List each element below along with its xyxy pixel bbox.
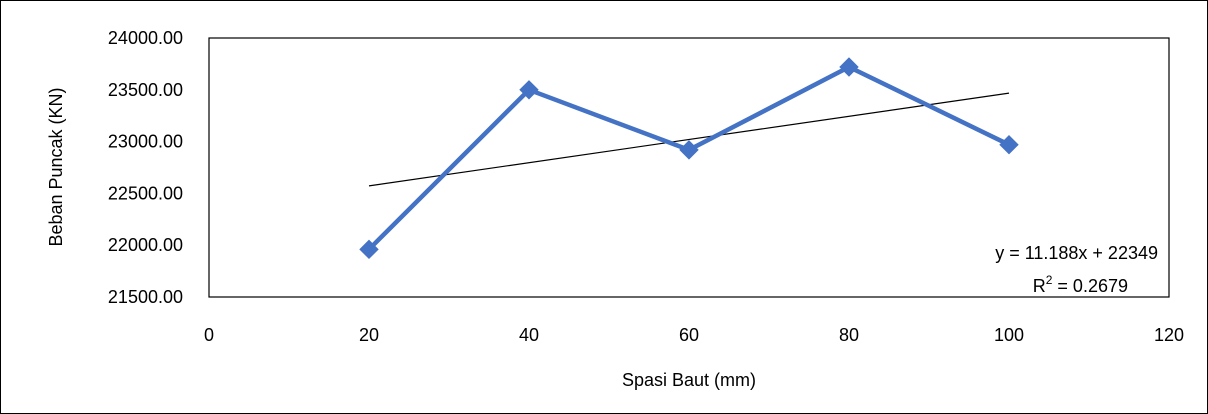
x-axis-label: Spasi Baut (mm) — [622, 370, 756, 390]
y-tick-label: 22500.00 — [108, 183, 183, 203]
data-point-marker — [999, 135, 1019, 155]
data-point-marker — [519, 80, 539, 100]
data-point-marker — [359, 239, 379, 260]
r-squared-exponent: 2 — [1046, 273, 1053, 287]
r-squared-label: R2 = 0.2679 — [1033, 273, 1128, 296]
y-tick-label: 23500.00 — [108, 80, 183, 100]
data-point-marker — [839, 57, 859, 77]
trendline — [368, 92, 1010, 187]
x-tick-label: 60 — [679, 325, 699, 345]
data-point-marker — [679, 140, 699, 160]
r-squared-symbol: R — [1033, 276, 1046, 296]
trendline-layer — [368, 92, 1010, 187]
y-tick-label: 24000.00 — [108, 28, 183, 48]
x-tick-label: 40 — [519, 325, 539, 345]
series-layer — [359, 57, 1019, 260]
r-squared-value: = 0.2679 — [1052, 276, 1128, 296]
plot-area — [208, 37, 1170, 298]
x-tick-label: 0 — [204, 325, 214, 345]
x-tick-label: 80 — [839, 325, 859, 345]
trendline-equation: y = 11.188x + 22349 — [995, 243, 1158, 263]
y-axis-ticks: 21500.00 22000.00 22500.00 23000.00 23500.00… — [108, 28, 183, 307]
y-axis-label: Beban Puncak (KN) — [46, 87, 66, 246]
y-tick-label: 21500.00 — [108, 287, 183, 307]
x-tick-label: 120 — [1154, 325, 1184, 345]
y-tick-label: 23000.00 — [108, 132, 183, 152]
x-axis-ticks: 0 20 40 60 80 100 120 — [204, 325, 1184, 345]
x-tick-label: 100 — [994, 325, 1024, 345]
y-tick-label: 22000.00 — [108, 235, 183, 255]
x-tick-label: 20 — [359, 325, 379, 345]
